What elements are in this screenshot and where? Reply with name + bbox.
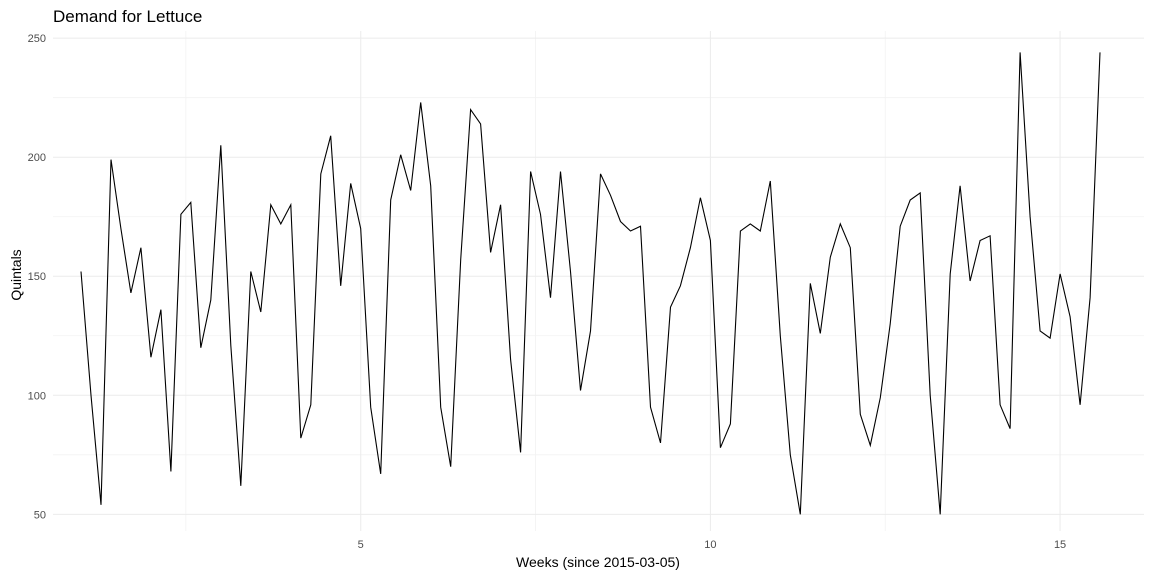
y-axis-tick-labels: 50 100 150 200 250 [28, 33, 46, 521]
y-axis-title: Quintals [8, 249, 24, 300]
y-tick-label: 150 [28, 271, 46, 283]
series-line [80, 52, 1101, 515]
major-gridlines-x [360, 31, 1061, 531]
chart-title: Demand for Lettuce [53, 7, 202, 26]
y-tick-label: 250 [28, 33, 46, 45]
x-axis-tick-labels: 5 10 15 [358, 539, 1067, 551]
x-tick-label: 15 [1054, 539, 1066, 551]
y-tick-label: 50 [34, 509, 46, 521]
x-axis-title: Weeks (since 2015-03-05) [516, 554, 680, 570]
minor-gridlines-y [53, 97, 1144, 456]
y-tick-label: 200 [28, 152, 46, 164]
major-gridlines-y [53, 37, 1144, 515]
minor-gridlines-x [185, 31, 886, 531]
x-tick-label: 5 [358, 539, 364, 551]
series-layer [80, 52, 1101, 515]
x-tick-label: 10 [704, 539, 716, 551]
y-tick-label: 100 [28, 390, 46, 402]
